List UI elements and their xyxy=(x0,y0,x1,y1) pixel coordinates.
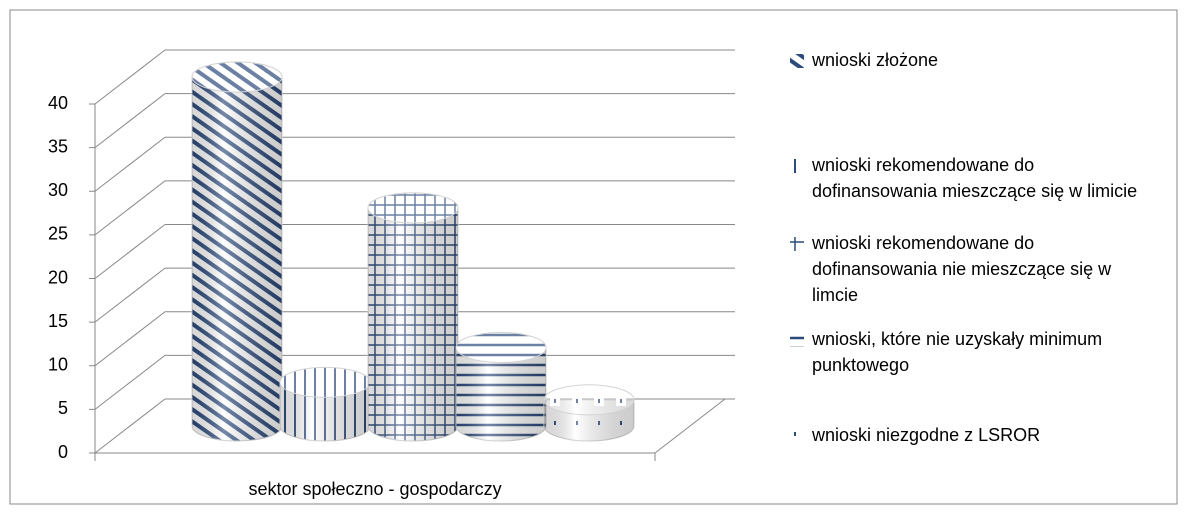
legend-label: wnioski złożone xyxy=(812,50,939,70)
x-tick-label: sektor społeczno - gospodarczy xyxy=(248,479,501,499)
cylinder-shade xyxy=(456,347,546,441)
legend-item: wnioski niezgodne z LSROR xyxy=(790,422,1140,448)
cylinder-top-tint xyxy=(456,332,546,363)
y-tick-label: 15 xyxy=(48,311,68,331)
cylinder-shade xyxy=(280,382,370,441)
y-tick-label: 25 xyxy=(48,224,68,244)
cylinder-shade xyxy=(192,77,282,441)
y-tick-label: 40 xyxy=(48,93,68,113)
legend-swatch xyxy=(790,422,812,448)
y-tick-label: 35 xyxy=(48,136,68,156)
grid-line xyxy=(94,49,166,105)
y-tick-label: 10 xyxy=(48,355,68,375)
legend-swatch-fill xyxy=(790,54,804,69)
cylinder xyxy=(191,61,283,442)
grid-line xyxy=(94,354,166,410)
legend-swatch xyxy=(790,230,812,308)
grid-line xyxy=(94,93,166,149)
legend-swatch-icon xyxy=(790,54,804,69)
legend-swatch-fill xyxy=(790,429,804,444)
cylinder-top xyxy=(543,384,635,416)
cylinder-top xyxy=(367,192,459,224)
cylinder-top xyxy=(455,331,547,363)
legend-item: wnioski rekomendowane do dofinansowania … xyxy=(790,230,1140,308)
legend-item: wnioski złożone xyxy=(790,47,1140,73)
grid-line xyxy=(94,180,166,236)
legend-item: wnioski, które nie uzyskały minimum punk… xyxy=(790,326,1140,378)
legend-swatch-icon xyxy=(790,333,804,348)
cylinder xyxy=(367,192,459,442)
cylinder-top-tint xyxy=(192,62,282,92)
grid-line xyxy=(94,267,166,323)
cylinder-shade xyxy=(368,207,458,441)
legend-item: wnioski rekomendowane do dofinansowania … xyxy=(790,152,1140,204)
grid-line xyxy=(94,136,166,192)
legend-swatch-icon xyxy=(790,429,804,444)
legend-swatch-icon xyxy=(790,237,804,252)
cylinder xyxy=(543,384,635,442)
y-tick-label: 5 xyxy=(58,398,68,418)
legend-swatch xyxy=(790,47,812,73)
legend-swatch-fill xyxy=(790,333,804,348)
y-tick-label: 0 xyxy=(58,442,68,462)
legend-swatch-icon xyxy=(790,159,804,174)
cylinder-top-tint xyxy=(368,192,458,223)
legend-label: wnioski rekomendowane do dofinansowania … xyxy=(812,155,1138,201)
legend-label: wnioski niezgodne z LSROR xyxy=(812,425,1041,445)
chart-frame xyxy=(9,9,1178,505)
grid-line xyxy=(94,311,166,367)
cylinder-top xyxy=(191,61,283,93)
cylinder xyxy=(279,366,371,442)
cylinder-top-tint xyxy=(280,367,370,398)
legend-swatch-fill xyxy=(790,159,804,174)
y-tick-label: 30 xyxy=(48,180,68,200)
y-tick-label: 20 xyxy=(48,267,68,287)
grid-line xyxy=(94,398,166,454)
legend-swatch xyxy=(790,152,812,204)
legend-label: wnioski, które nie uzyskały minimum punk… xyxy=(812,329,1103,375)
legend-label: wnioski rekomendowane do dofinansowania … xyxy=(812,233,1112,305)
grid-line xyxy=(94,224,166,279)
cylinder-top-tint xyxy=(544,384,634,415)
legend-swatch xyxy=(790,326,812,378)
legend-swatch-fill xyxy=(790,237,804,252)
floor-right xyxy=(654,398,726,454)
cylinder xyxy=(455,331,547,442)
